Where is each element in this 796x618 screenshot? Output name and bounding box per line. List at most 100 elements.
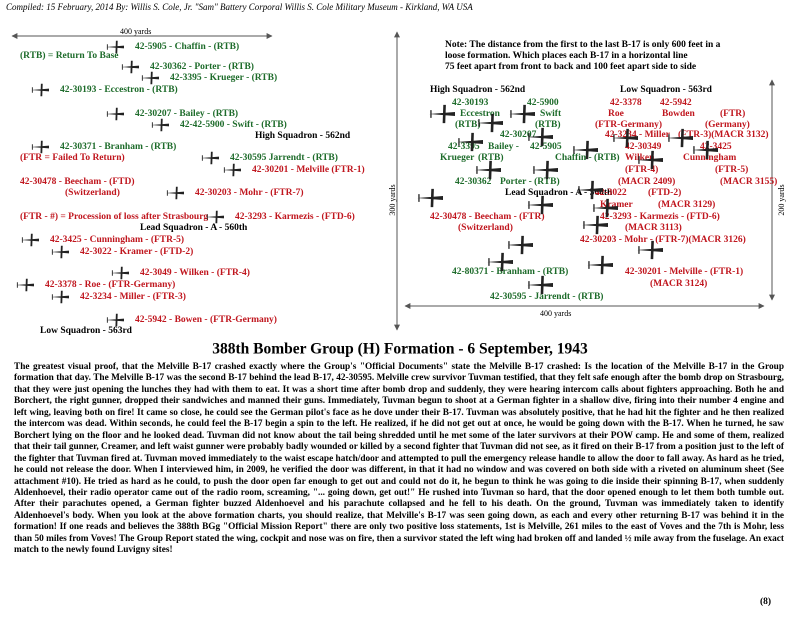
plane-icon <box>477 113 503 133</box>
page-number: (8) <box>760 597 772 607</box>
plane-icon <box>106 40 124 54</box>
aircraft-label: (FTR-4) <box>625 164 658 175</box>
plane-icon <box>223 163 241 177</box>
aircraft-label: 42-30478 - Beecham - (FTD) <box>20 176 135 187</box>
plane-icon <box>587 255 613 275</box>
aircraft-label: 42-30362 - Porter - (RTB) <box>150 61 254 72</box>
aircraft-label: (FTR-Germany) <box>595 119 662 130</box>
plane-icon <box>527 275 553 295</box>
aircraft-label: Low Squadron - 563rd <box>620 85 713 95</box>
plane-icon <box>582 215 608 235</box>
aircraft-label: Bowden <box>662 109 695 119</box>
aircraft-label: 42-30193 <box>452 98 489 108</box>
aircraft-label: Eccestron <box>460 109 501 119</box>
aircraft-label: 42-3395 - Krueger - (RTB) <box>170 72 277 83</box>
aircraft-label: 42-30595 Jarrendt - (RTB) <box>230 152 338 163</box>
plane-icon <box>429 104 455 124</box>
plane-icon <box>457 132 483 152</box>
dimension-label: 300 yards <box>388 184 397 215</box>
aircraft-label: 42-30595 - Jarrendt - (RTB) <box>490 291 603 302</box>
aircraft-label: (FTR - #) = Procession of loss after Str… <box>20 211 208 222</box>
plane-icon <box>31 140 49 154</box>
aircraft-label: (RTB) <box>455 119 481 130</box>
aircraft-label: (MACR 2409) <box>618 176 675 187</box>
aircraft-label: (RTB) = Return To Base <box>20 50 119 61</box>
aircraft-label: 42-3022 - Kramer - (FTD-2) <box>80 246 193 257</box>
aircraft-label: (MACR 3113) <box>625 222 682 233</box>
body-text: The greatest visual proof, that the Melv… <box>14 362 784 556</box>
aircraft-label: Swift <box>540 109 562 119</box>
aircraft-label: Krueger <box>440 153 475 163</box>
plane-icon <box>475 160 501 180</box>
header: Compiled: 15 February, 2014 By: Willis S… <box>6 2 473 12</box>
aircraft-label: 42-5905 <box>530 142 562 152</box>
aircraft-label: 42-3293 - Karmezis - (FTD-6) <box>235 211 355 222</box>
aircraft-label: (FTR-5) <box>715 164 748 175</box>
plane-icon <box>577 180 603 200</box>
aircraft-label: High Squadron - 562nd <box>255 131 351 141</box>
plane-icon <box>487 252 513 272</box>
plane-icon <box>111 266 129 280</box>
aircraft-label: Kramer <box>600 200 633 210</box>
aircraft-label: (Switzerland) <box>458 222 513 233</box>
plane-icon <box>206 210 224 224</box>
aircraft-label: 42-30201 - Melville - (FTR-1) <box>625 266 743 277</box>
aircraft-label: (MACR 3155) <box>720 176 777 187</box>
dimension-label: 400 yards <box>120 27 151 36</box>
plane-icon <box>51 245 69 259</box>
plane-icon <box>141 71 159 85</box>
aircraft-label: (RTB) <box>478 152 504 163</box>
plane-icon <box>21 233 39 247</box>
plane-icon <box>166 186 184 200</box>
plane-icon <box>527 127 553 147</box>
aircraft-label: Low Squadron - 563rd <box>40 326 133 336</box>
aircraft-label: 42-30207 - Bailey - (RTB) <box>135 108 238 119</box>
aircraft-label: 42-30349 <box>625 142 662 152</box>
plane-icon <box>592 198 618 218</box>
aircraft-label: Porter - (RTB) <box>500 176 560 187</box>
plane-icon <box>16 278 34 292</box>
aircraft-label: 42-3425 - Cunningham - (FTR-5) <box>50 234 184 245</box>
plane-icon <box>667 128 693 148</box>
aircraft-label: 42-80371 - Branham - (RTB) <box>452 266 568 277</box>
aircraft-label: 42-3293 - Karmezis - (FTD-6) <box>600 211 720 222</box>
note-line: Note: The distance from the first to the… <box>445 40 721 50</box>
plane-icon <box>51 290 69 304</box>
plane-icon <box>121 60 139 74</box>
aircraft-label: 42-5905 - Chaffin - (RTB) <box>135 41 239 52</box>
aircraft-label: Cunningham <box>683 153 736 163</box>
aircraft-label: Wilken <box>625 153 655 163</box>
aircraft-label: High Squadron - 562nd <box>430 85 526 95</box>
plane-icon <box>31 83 49 97</box>
plane-icon <box>417 188 443 208</box>
aircraft-label: 42-5900 <box>527 98 559 108</box>
note-line: loose formation. Which places each B-17 … <box>445 51 688 61</box>
plane-icon <box>637 150 663 170</box>
aircraft-label: (FTR-3)(MACR 3132) <box>678 129 769 140</box>
plane-icon <box>106 107 124 121</box>
aircraft-label: 42-3395 <box>448 142 480 152</box>
aircraft-label: 42-3022 <box>595 188 627 198</box>
formation-diagram: Compiled: 15 February, 2014 By: Willis S… <box>6 2 786 358</box>
plane-icon <box>637 240 663 260</box>
aircraft-label: 42-30207 <box>500 130 537 140</box>
aircraft-label: 42-3049 - Wilken - (FTR-4) <box>140 267 250 278</box>
aircraft-label: 42-3425 <box>700 142 732 152</box>
aircraft-label: 42-5942 - Bowen - (FTR-Germany) <box>135 314 277 325</box>
plane-icon <box>201 151 219 165</box>
title: 388th Bomber Group (H) Formation - 6 Sep… <box>212 341 588 358</box>
plane-icon <box>106 313 124 327</box>
plane-icon <box>509 104 535 124</box>
aircraft-label: 42-30478 - Beecham - (FTR) <box>430 211 545 222</box>
plane-icon <box>527 195 553 215</box>
aircraft-label: Bailey - <box>488 142 519 152</box>
plane-icon <box>572 140 598 160</box>
aircraft-label: 42-30203 - Mohr - (FTR-7)(MACR 3126) <box>580 234 746 245</box>
dimension-label: 400 yards <box>540 309 571 318</box>
aircraft-label: (FTD-2) <box>648 187 681 198</box>
aircraft-label: (FTR = Failed To Return) <box>20 152 125 163</box>
aircraft-label: (RTB) <box>535 119 561 130</box>
aircraft-label: 42-30193 - Eccestron - (RTB) <box>60 84 178 95</box>
plane-icon <box>532 160 558 180</box>
aircraft-label: (MACR 3124) <box>650 278 707 289</box>
